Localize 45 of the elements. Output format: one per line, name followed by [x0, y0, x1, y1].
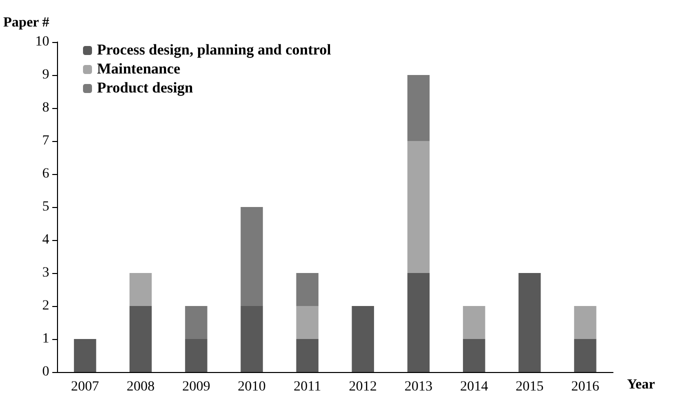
bar	[185, 306, 208, 339]
x-tick-label: 2010	[238, 380, 266, 394]
y-tick-label: 9	[42, 68, 50, 82]
x-tick-label: 2007	[71, 380, 100, 394]
legend-label: Product design	[97, 80, 194, 96]
bar	[407, 75, 430, 141]
bar	[407, 273, 430, 372]
bar	[518, 273, 541, 372]
legend-label: Maintenance	[97, 62, 181, 78]
y-tick-label: 3	[42, 266, 50, 280]
x-tick-label: 2012	[348, 380, 377, 394]
y-tick-label: 5	[42, 200, 50, 214]
y-tick-label: 0	[42, 364, 50, 380]
legend-label: Process design, planning and control	[97, 42, 332, 58]
bar	[74, 339, 96, 372]
bar	[296, 306, 318, 339]
bar	[130, 306, 152, 372]
y-tick-label: 8	[42, 100, 50, 116]
x-tick-label: 2015	[516, 380, 544, 394]
bar	[407, 141, 430, 273]
bar	[296, 339, 318, 372]
x-tick-label: 2008	[126, 380, 155, 394]
y-tick-label: 4	[42, 232, 50, 248]
bar	[352, 306, 374, 372]
bar	[574, 339, 596, 372]
y-tick-label: 10	[35, 34, 50, 50]
y-tick-label: 6	[42, 166, 50, 182]
y-axis-title: Paper #	[3, 16, 50, 30]
bar	[130, 273, 152, 306]
y-tick-label: 7	[42, 134, 50, 148]
bar	[462, 306, 486, 339]
x-tick-label: 2014	[460, 380, 488, 394]
bar	[185, 339, 208, 372]
bar	[574, 306, 596, 339]
x-tick-label: 2016	[571, 380, 600, 394]
bar	[240, 207, 263, 306]
x-tick-label: 2009	[182, 380, 210, 394]
y-tick-label: 1	[42, 332, 50, 346]
bar	[462, 339, 486, 372]
x-tick-label: 2011	[294, 380, 322, 394]
x-tick-label: 2013	[404, 380, 432, 394]
bar	[296, 273, 318, 306]
y-tick-label: 2	[42, 298, 50, 314]
bar	[240, 306, 263, 372]
x-axis-title: Year	[627, 378, 655, 392]
